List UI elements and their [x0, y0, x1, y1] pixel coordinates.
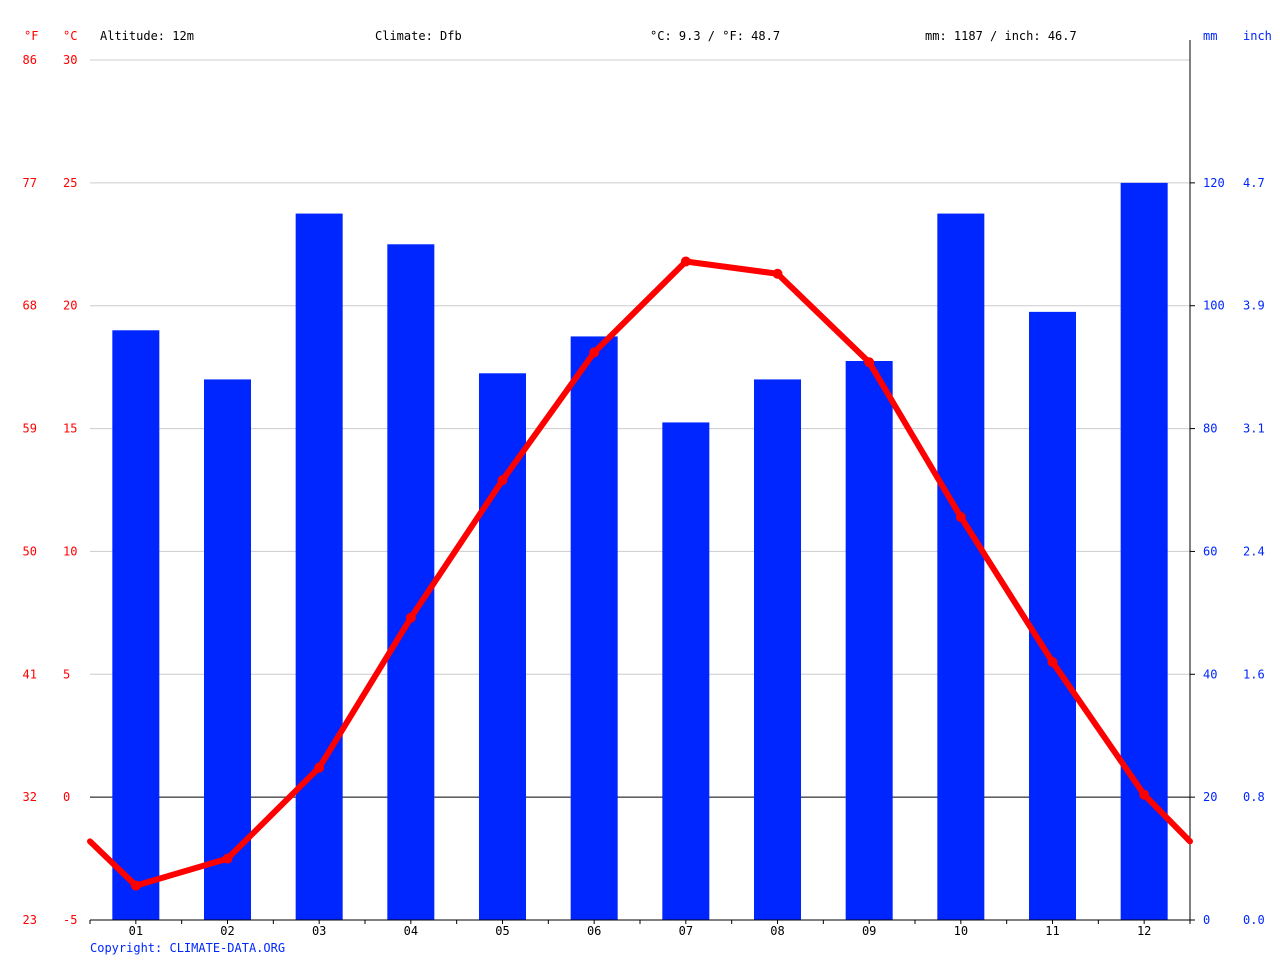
fahrenheit-tick-label: 41 [23, 667, 37, 681]
mm-tick-label: 120 [1203, 176, 1225, 190]
temperature-point [314, 762, 325, 773]
temperature-point [1139, 789, 1150, 800]
temperature-point [955, 512, 966, 523]
inch-tick-label: 4.7 [1243, 176, 1265, 190]
fahrenheit-tick-label: 59 [23, 422, 37, 436]
fahrenheit-tick-label: 50 [23, 544, 37, 558]
temperature-point [130, 880, 141, 891]
fahrenheit-tick-label: 68 [23, 299, 37, 313]
altitude-text: Altitude: 12m [100, 29, 194, 43]
total-precipitation-text: mm: 1187 / inch: 46.7 [925, 29, 1077, 43]
precipitation-bar [1029, 311, 1076, 920]
temperature-point [405, 612, 416, 623]
inch-tick-label: 2.4 [1243, 544, 1265, 558]
month-tick-label: 02 [220, 924, 234, 938]
celsius-unit-label: °C [63, 29, 77, 43]
inch-tick-label: 1.6 [1243, 667, 1265, 681]
temperature-point [864, 357, 875, 368]
copyright-text: Copyright: CLIMATE-DATA.ORG [90, 941, 285, 955]
month-tick-label: 07 [679, 924, 693, 938]
inch-unit-label: inch [1243, 29, 1272, 43]
precipitation-bars [112, 182, 1168, 921]
celsius-tick-label: 10 [63, 544, 77, 558]
precipitation-bar [570, 336, 618, 920]
temperature-point [497, 475, 508, 486]
celsius-tick-label: 0 [63, 790, 70, 804]
celsius-tick-label: 15 [63, 422, 77, 436]
precipitation-bar [112, 330, 160, 920]
mm-tick-label: 20 [1203, 790, 1217, 804]
temperature-point [1047, 657, 1058, 667]
temperature-point [589, 347, 600, 358]
precipitation-bar [479, 373, 526, 920]
precipitation-bar [204, 379, 251, 920]
temperature-point [222, 853, 233, 864]
inch-tick-label: 0.0 [1243, 913, 1265, 927]
month-tick-label: 11 [1045, 924, 1059, 938]
temperature-series-line [87, 258, 1193, 889]
precipitation-bar [387, 244, 435, 921]
month-tick-label: 01 [129, 924, 143, 938]
month-tick-label: 09 [862, 924, 876, 938]
precipitation-bar [754, 379, 801, 920]
celsius-tick-label: -5 [63, 913, 77, 927]
fahrenheit-tick-label: 86 [23, 53, 37, 67]
celsius-tick-label: 25 [63, 176, 77, 190]
inch-tick-label: 0.8 [1243, 790, 1265, 804]
climate-text: Climate: Dfb [375, 29, 462, 43]
fahrenheit-unit-label: °F [24, 29, 38, 43]
month-tick-label: 12 [1137, 924, 1151, 938]
precipitation-bar [662, 422, 710, 920]
temperature-point [772, 268, 783, 279]
mm-tick-label: 0 [1203, 913, 1210, 927]
gridlines [90, 59, 1190, 921]
precipitation-bar [295, 213, 343, 921]
month-tick-label: 08 [770, 924, 784, 938]
precipitation-bar [937, 213, 985, 921]
tick-labels: 23 -5 32 0 41 5 50 10 59 15 68 20 77 25 86 30 0 0.0 20 0.8 4… [23, 53, 1265, 938]
month-tick-label: 03 [312, 924, 326, 938]
month-tick-label: 06 [587, 924, 601, 938]
mm-tick-label: 100 [1203, 299, 1225, 313]
mm-tick-label: 40 [1203, 667, 1217, 681]
axes [89, 40, 1195, 924]
mm-unit-label: mm [1203, 29, 1217, 43]
temperature-line [87, 256, 1193, 891]
mm-tick-label: 80 [1203, 422, 1217, 436]
celsius-tick-label: 20 [63, 299, 77, 313]
celsius-tick-label: 30 [63, 53, 77, 67]
avg-temperature-text: °C: 9.3 / °F: 48.7 [650, 29, 780, 43]
inch-tick-label: 3.1 [1243, 422, 1265, 436]
fahrenheit-tick-label: 23 [23, 913, 37, 927]
fahrenheit-tick-label: 32 [23, 790, 37, 804]
mm-tick-label: 60 [1203, 544, 1217, 558]
fahrenheit-tick-label: 77 [23, 176, 37, 190]
month-tick-label: 04 [404, 924, 418, 938]
precipitation-bar [845, 361, 893, 920]
month-tick-label: 10 [954, 924, 968, 938]
temperature-point [680, 256, 691, 267]
celsius-tick-label: 5 [63, 667, 70, 681]
month-tick-label: 05 [495, 924, 509, 938]
inch-tick-label: 3.9 [1243, 299, 1265, 313]
